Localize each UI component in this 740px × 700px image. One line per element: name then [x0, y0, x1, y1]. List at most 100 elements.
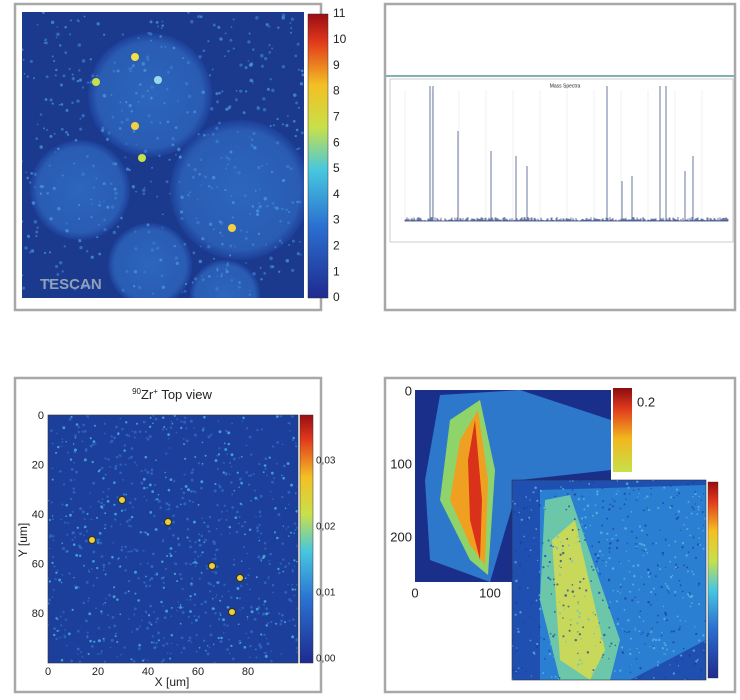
- speckle: [170, 642, 173, 644]
- y-tick-label: 60: [32, 558, 44, 570]
- speckle: [259, 266, 262, 269]
- speckle: [118, 127, 122, 130]
- speckle: [634, 628, 637, 631]
- speckle: [258, 510, 262, 514]
- speckle: [56, 26, 59, 28]
- speckle: [234, 246, 237, 248]
- speckle: [58, 103, 61, 106]
- speckle: [254, 496, 258, 500]
- speckle: [53, 565, 56, 568]
- speckle: [156, 195, 159, 198]
- x-tick-label: 60: [192, 666, 204, 678]
- speckle: [118, 453, 120, 456]
- speckle: [535, 599, 538, 602]
- speckle: [84, 449, 88, 452]
- speckle: [216, 267, 219, 270]
- speckle: [523, 535, 525, 538]
- speckle: [285, 208, 288, 211]
- speckle: [44, 41, 48, 45]
- speckle: [293, 565, 296, 567]
- speckle: [137, 577, 140, 580]
- speckle: [568, 629, 571, 632]
- speckle: [181, 611, 185, 614]
- hotspot: [131, 53, 139, 61]
- speckle: [292, 93, 297, 97]
- speckle: [559, 559, 562, 563]
- speckle: [697, 505, 700, 509]
- speckle: [544, 571, 547, 574]
- speckle: [547, 565, 549, 567]
- speckle: [102, 603, 105, 606]
- speckle: [694, 556, 698, 559]
- speckle: [169, 657, 172, 660]
- speckle: [212, 598, 214, 600]
- speckle: [529, 639, 532, 642]
- speckle: [64, 25, 67, 29]
- speckle: [35, 137, 39, 141]
- speckle: [281, 474, 283, 477]
- speckle: [70, 467, 74, 471]
- speckle: [578, 480, 581, 483]
- speckle: [526, 517, 530, 521]
- speckle: [149, 32, 153, 36]
- speckle: [245, 231, 248, 233]
- speckle: [51, 534, 55, 538]
- speckle: [661, 647, 665, 650]
- speckle: [136, 422, 139, 425]
- speckle: [135, 627, 139, 631]
- speckle: [571, 480, 574, 482]
- speckle: [161, 428, 164, 431]
- speckle: [142, 549, 145, 552]
- speckle: [68, 68, 71, 71]
- speckle: [562, 617, 564, 619]
- speckle: [215, 527, 218, 530]
- speckle: [116, 641, 119, 644]
- speckle: [150, 96, 153, 100]
- speckle: [258, 202, 260, 204]
- speckle: [214, 612, 217, 615]
- speckle: [108, 626, 111, 629]
- speckle: [664, 538, 667, 541]
- speckle: [265, 162, 268, 165]
- speckle: [251, 205, 255, 208]
- speckle: [693, 481, 695, 484]
- speckle: [146, 89, 149, 92]
- speckle: [77, 20, 80, 23]
- speckle: [87, 600, 89, 603]
- speckle: [190, 478, 194, 482]
- speckle: [135, 190, 137, 193]
- speckle: [188, 636, 192, 639]
- speckle: [686, 527, 689, 531]
- speckle: [566, 589, 569, 592]
- speckle: [198, 55, 202, 59]
- speckle: [61, 503, 64, 506]
- speckle: [686, 483, 689, 486]
- speckle: [690, 512, 693, 515]
- speckle: [582, 498, 585, 501]
- speckle: [571, 489, 574, 492]
- speckle: [109, 646, 112, 649]
- speckle: [115, 425, 118, 429]
- speckle: [260, 633, 263, 636]
- speckle: [184, 416, 187, 419]
- speckle: [130, 110, 133, 113]
- speckle: [207, 244, 211, 249]
- speckle: [132, 285, 136, 288]
- speckle: [53, 627, 56, 630]
- speckle: [87, 652, 90, 656]
- speckle: [132, 64, 135, 68]
- speckle: [659, 529, 662, 532]
- speckle: [256, 498, 259, 501]
- speckle: [611, 537, 614, 540]
- speckle: [208, 185, 211, 188]
- speckle: [187, 488, 190, 492]
- speckle: [580, 523, 583, 526]
- speckle: [72, 543, 76, 546]
- speckle: [124, 545, 127, 549]
- speckle: [76, 99, 80, 103]
- speckle: [577, 663, 580, 666]
- speckle: [203, 521, 206, 524]
- speckle: [56, 629, 59, 632]
- speckle: [120, 548, 124, 552]
- speckle: [102, 503, 106, 507]
